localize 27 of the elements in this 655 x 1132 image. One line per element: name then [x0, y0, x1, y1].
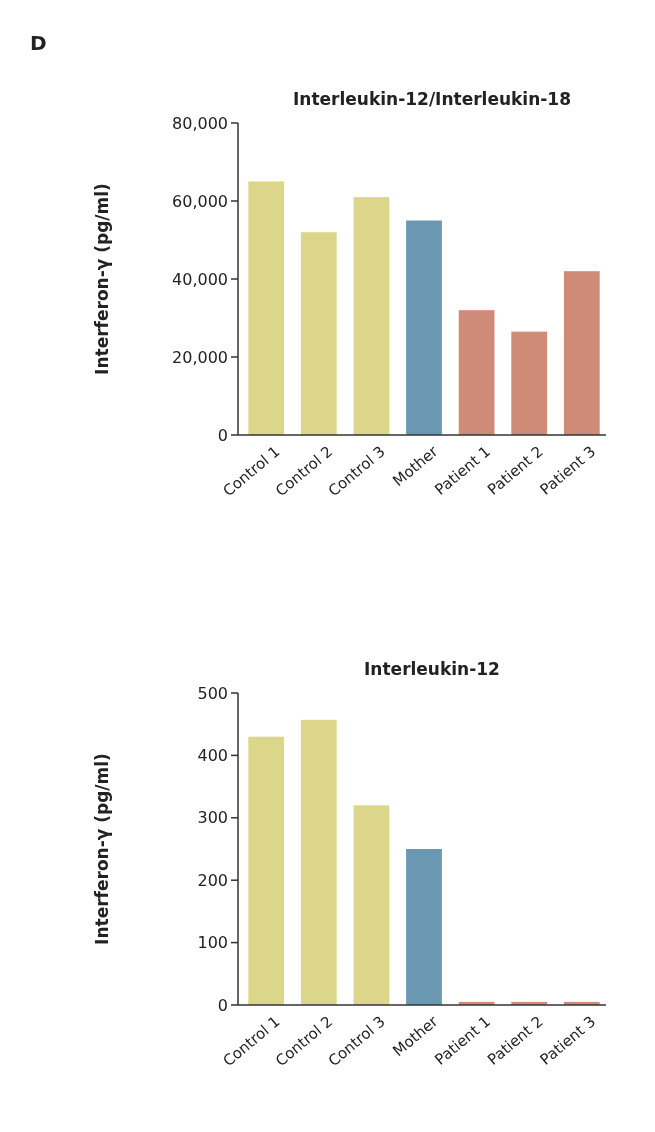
chart-title: Interleukin-12/Interleukin-18	[293, 89, 571, 109]
y-tick-label: 40,000	[172, 269, 228, 289]
y-tick-label: 200	[197, 870, 228, 890]
y-tick-label: 60,000	[172, 191, 228, 211]
bar	[248, 736, 285, 1005]
y-tick-label: 500	[197, 683, 228, 703]
chart-title: Interleukin-12	[364, 659, 500, 679]
y-tick-label: 400	[197, 746, 228, 765]
bar	[458, 310, 495, 435]
y-tick-label: 0	[217, 995, 228, 1015]
bar	[406, 849, 442, 1005]
y-axis-title: Interferon-γ (pg/ml)	[92, 183, 112, 375]
y-tick-label: 0	[217, 425, 228, 445]
bar	[406, 220, 442, 435]
bar	[300, 719, 337, 1005]
text: D	[30, 31, 47, 55]
y-axis-title: Interferon-γ (pg/ml)	[92, 753, 112, 945]
y-tick-label: 20,000	[172, 347, 228, 367]
bar	[353, 805, 390, 1005]
y-tick-label: 80,000	[172, 113, 228, 133]
bar	[248, 181, 285, 435]
bar	[511, 331, 548, 435]
bar	[353, 197, 390, 435]
bar	[563, 271, 600, 435]
bar	[300, 232, 337, 435]
y-tick-label: 100	[197, 933, 228, 953]
y-tick-label: 300	[197, 808, 228, 828]
